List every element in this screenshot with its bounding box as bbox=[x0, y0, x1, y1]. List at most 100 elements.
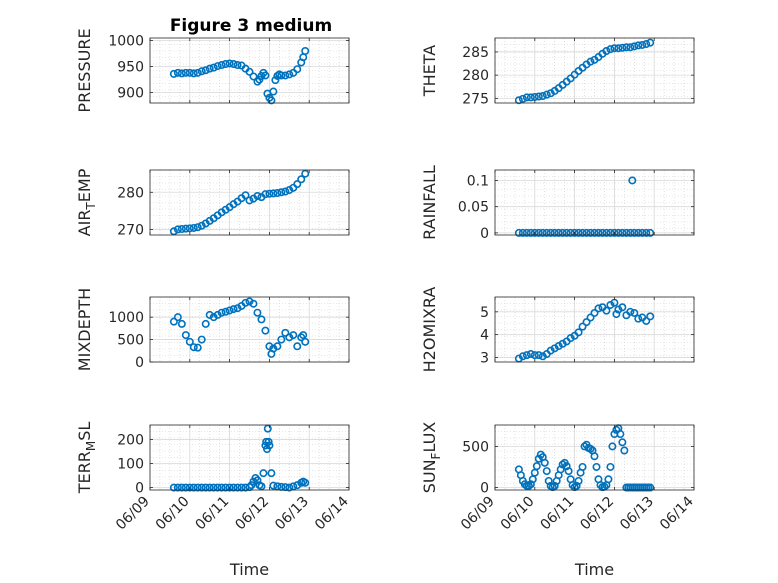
y-axis-label: THETA bbox=[420, 45, 439, 97]
data-point bbox=[265, 342, 274, 351]
data-point bbox=[181, 224, 190, 233]
y-tick-label: 500 bbox=[462, 439, 489, 455]
data-point bbox=[197, 67, 206, 76]
axes-frame bbox=[149, 296, 350, 363]
data-point bbox=[574, 328, 583, 337]
y-axis-label-tail: SL bbox=[75, 422, 94, 441]
data-point bbox=[201, 66, 210, 75]
data-point bbox=[205, 483, 214, 492]
data-point bbox=[209, 313, 218, 322]
data-point bbox=[169, 69, 178, 78]
x-axis-label: Time bbox=[229, 560, 269, 579]
subplot-6: 3 4 5 H2OMIXRA bbox=[420, 287, 695, 372]
data-point bbox=[301, 337, 310, 346]
data-point bbox=[201, 319, 210, 328]
data-point bbox=[530, 228, 539, 237]
data-point bbox=[185, 224, 194, 233]
data-point bbox=[197, 483, 206, 492]
data-point bbox=[261, 190, 270, 199]
y-axis-label: SUNFLUX bbox=[420, 422, 443, 494]
data-point bbox=[582, 228, 591, 237]
data-point bbox=[558, 460, 567, 469]
data-point bbox=[253, 192, 262, 201]
data-point bbox=[264, 437, 273, 446]
data-point bbox=[261, 71, 270, 80]
data-point bbox=[618, 438, 627, 447]
data-point bbox=[582, 318, 591, 327]
data-point bbox=[173, 313, 182, 322]
data-point bbox=[608, 442, 617, 451]
y-axis-label: AIRTEMP bbox=[75, 168, 98, 236]
y-tick-label: 0 bbox=[480, 481, 489, 497]
data-point bbox=[546, 346, 555, 355]
data-point bbox=[193, 68, 202, 77]
data-point bbox=[590, 452, 599, 461]
data-point bbox=[630, 42, 639, 51]
data-point bbox=[522, 351, 531, 360]
data-point bbox=[606, 462, 615, 471]
data-point bbox=[265, 189, 274, 198]
data-point bbox=[281, 187, 290, 196]
y-tick-label: 900 bbox=[117, 86, 144, 102]
subplot-1: 900 950 1000 PRESSURE bbox=[75, 28, 350, 113]
y-axis-label-main: SUN bbox=[420, 459, 439, 493]
data-point bbox=[265, 441, 274, 450]
data-point bbox=[293, 342, 302, 351]
data-point bbox=[241, 191, 250, 200]
data-point bbox=[285, 70, 294, 79]
y-tick-label: 0 bbox=[135, 355, 144, 371]
data-point bbox=[538, 92, 547, 101]
y-tick-label: 280 bbox=[462, 68, 489, 84]
y-tick-label: 1000 bbox=[108, 310, 144, 326]
data-point bbox=[620, 446, 629, 455]
data-point bbox=[534, 228, 543, 237]
data-point bbox=[534, 92, 543, 101]
data-point bbox=[217, 61, 226, 70]
data-point bbox=[177, 69, 186, 78]
data-point bbox=[169, 227, 178, 236]
data-point bbox=[209, 483, 218, 492]
data-point bbox=[630, 228, 639, 237]
data-point bbox=[590, 228, 599, 237]
data-point bbox=[269, 344, 278, 353]
data-point bbox=[646, 312, 655, 321]
data-point bbox=[259, 469, 268, 478]
data-point bbox=[616, 430, 625, 439]
data-point bbox=[189, 223, 198, 232]
y-tick-label: 0 bbox=[480, 226, 489, 242]
data-point bbox=[273, 189, 282, 198]
data-point bbox=[612, 425, 621, 434]
data-point bbox=[574, 476, 583, 485]
data-point bbox=[634, 228, 643, 237]
data-point bbox=[602, 46, 611, 55]
y-tick-label: 200 bbox=[117, 432, 144, 448]
data-point bbox=[253, 77, 262, 86]
data-point bbox=[245, 297, 254, 306]
data-point bbox=[562, 228, 571, 237]
data-point bbox=[634, 41, 643, 50]
data-point bbox=[233, 483, 242, 492]
data-point bbox=[257, 315, 266, 324]
data-point bbox=[558, 228, 567, 237]
y-axis-label-subscript: F bbox=[429, 452, 443, 459]
data-point bbox=[514, 96, 523, 105]
data-point bbox=[542, 90, 551, 99]
data-point bbox=[185, 483, 194, 492]
data-point bbox=[554, 228, 563, 237]
data-point bbox=[277, 71, 286, 80]
data-point bbox=[193, 483, 202, 492]
y-axis-label-main: TERR bbox=[75, 451, 94, 494]
data-point bbox=[586, 57, 595, 66]
data-point bbox=[578, 228, 587, 237]
data-point bbox=[614, 305, 623, 314]
y-axis-label-main: AIR bbox=[75, 210, 94, 237]
data-point bbox=[570, 228, 579, 237]
data-point bbox=[173, 68, 182, 77]
data-point bbox=[626, 43, 635, 52]
data-point bbox=[634, 314, 643, 323]
data-point bbox=[269, 87, 278, 96]
data-point bbox=[622, 228, 631, 237]
y-axis-label-main: MIXDEPTH bbox=[75, 288, 94, 371]
data-point bbox=[249, 72, 258, 81]
data-point bbox=[197, 335, 206, 344]
